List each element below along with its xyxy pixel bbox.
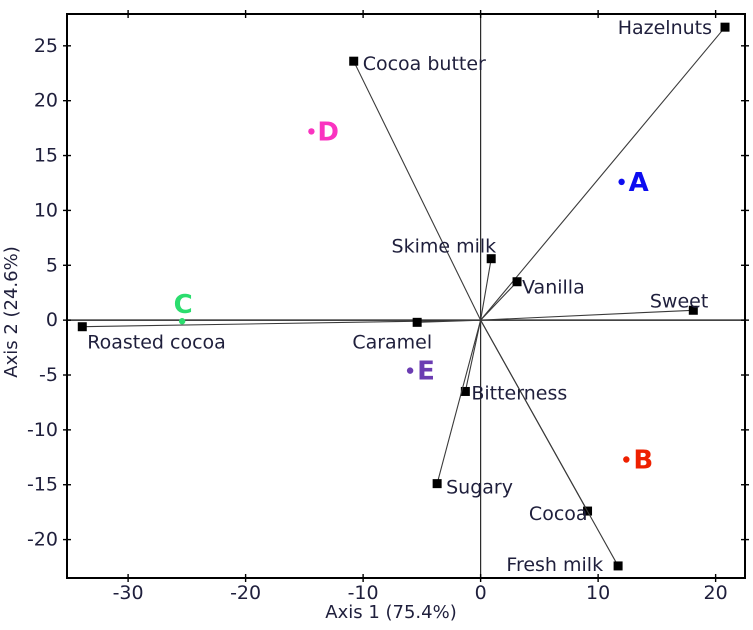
vector-point-marker: [613, 561, 623, 571]
vector-line: [353, 60, 482, 321]
y-tick-label: -15: [27, 474, 58, 496]
vector-line: [480, 258, 492, 321]
x-axis-title: Axis 1 (75.4%): [325, 602, 456, 623]
vector-sugary: Sugary: [432, 319, 513, 499]
sample-letter: C: [174, 290, 193, 320]
y-tick-label: 20: [34, 90, 58, 112]
vector-label: Cocoa: [529, 503, 588, 525]
sample-e: E: [406, 357, 435, 387]
vector-point-marker: [512, 277, 522, 287]
vector-point-marker: [432, 479, 442, 489]
sample-dot: [623, 456, 630, 463]
vector-line: [480, 26, 726, 321]
vector-vanilla: Vanilla: [480, 277, 585, 321]
y-tick-label: 15: [34, 145, 58, 167]
y-tick-label: 0: [46, 309, 58, 331]
vector-label: Bitterness: [471, 382, 567, 404]
sample-letter: A: [629, 168, 649, 198]
vector-line: [480, 319, 619, 567]
x-tick-label: -30: [113, 582, 144, 604]
vector-line: [480, 309, 694, 321]
x-tick-label: 10: [586, 582, 610, 604]
vector-point-marker: [720, 22, 730, 32]
vector-fresh-milk: Fresh milk: [480, 319, 623, 576]
sample-letter: B: [633, 445, 653, 475]
vector-label: Skime milk: [392, 236, 497, 258]
plot-area: Hazelnuts Cocoa butter Skime milk Vanilla Sw…: [27, 10, 749, 604]
vector-line: [436, 319, 482, 484]
sample-dot: [618, 178, 625, 186]
sample-dot: [308, 128, 315, 135]
x-tick-label: 0: [475, 582, 487, 604]
vector-hazelnuts: Hazelnuts: [480, 17, 730, 321]
x-tick-label: -10: [348, 582, 379, 604]
vector-bitterness: Bitterness: [460, 320, 567, 404]
y-tick-label: 25: [34, 35, 58, 57]
vector-point-marker: [349, 56, 359, 66]
vector-point-marker: [486, 254, 496, 264]
vector-label: Roasted cocoa: [87, 332, 226, 354]
vector-point-marker: [77, 322, 87, 332]
y-tick-label: -10: [27, 419, 58, 441]
vector-skime-milk: Skime milk: [392, 236, 497, 321]
sample-c: C: [174, 290, 193, 325]
sample-dot: [406, 367, 414, 374]
plot-border: [66, 13, 746, 579]
vector-line: [464, 320, 482, 392]
y-tick-label: -5: [39, 364, 58, 386]
x-tick-label: 20: [704, 582, 728, 604]
y-tick-label: 10: [34, 199, 58, 221]
vector-sweet: Sweet: [480, 290, 708, 321]
y-tick-label: 5: [46, 254, 58, 276]
vector-line: [480, 281, 518, 321]
vector-label: Fresh milk: [506, 554, 603, 576]
sample-d: D: [308, 117, 339, 147]
vector-label: Hazelnuts: [618, 17, 712, 39]
vector-point-marker: [688, 305, 698, 315]
y-axis-title: Axis 2 (24.6%): [1, 246, 22, 377]
vector-label: Sugary: [446, 477, 513, 499]
x-tick-label: -20: [230, 582, 261, 604]
vector-caramel: Caramel: [352, 317, 481, 353]
vector-cocoa-butter: Cocoa butter: [349, 53, 486, 321]
sample-a: A: [618, 168, 649, 198]
sample-dot: [178, 318, 186, 325]
vector-label: Sweet: [650, 290, 708, 312]
sample-letter: D: [317, 117, 339, 147]
vector-label: Caramel: [352, 331, 432, 353]
vector-line: [417, 319, 481, 323]
sample-letter: E: [417, 357, 435, 387]
y-tick-label: -20: [27, 529, 58, 551]
vector-label: Vanilla: [522, 277, 585, 299]
vector-point-marker: [460, 386, 470, 396]
vector-point-marker: [412, 317, 422, 327]
vector-label: Cocoa butter: [363, 53, 486, 75]
sample-b: B: [623, 445, 653, 475]
